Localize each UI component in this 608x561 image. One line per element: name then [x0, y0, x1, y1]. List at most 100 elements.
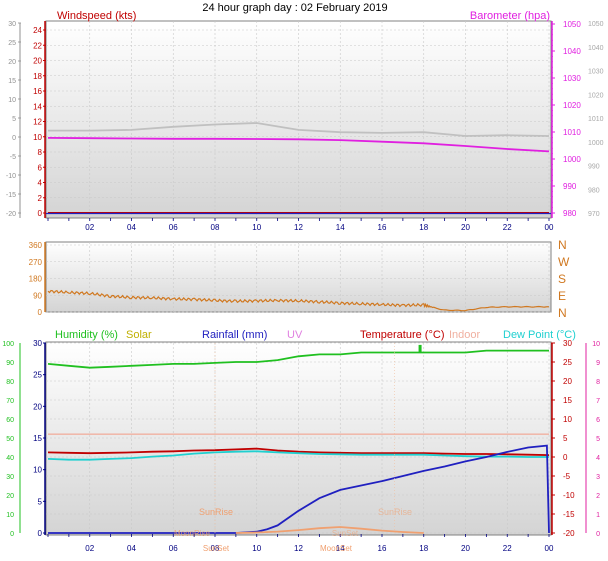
windspeed-tick-label: 10	[33, 133, 42, 142]
barometer-tick-label: 1040	[563, 47, 581, 56]
humidity-tick-label: 0	[10, 531, 14, 538]
humidity-tick-label: 60	[6, 417, 14, 424]
outer-left-tick-label: 0	[12, 135, 16, 142]
humidity-tick-label: 90	[6, 360, 14, 367]
windspeed-tick-label: 8	[38, 148, 43, 157]
windspeed-tick-label: 4	[38, 179, 43, 188]
x-tick-label: 14	[336, 223, 345, 232]
legend-header: Humidity (%)	[55, 329, 118, 341]
windspeed-tick-label: 20	[33, 57, 42, 66]
temperature-tick-label: 0	[563, 453, 568, 462]
x-tick-label: 08	[211, 223, 220, 232]
x-tick-label: 16	[378, 223, 387, 232]
humidity-tick-label: 80	[6, 379, 14, 386]
outer-left-tick-label: 15	[8, 78, 16, 85]
x-tick-label: 06	[169, 223, 178, 232]
compass-tick-label: S	[558, 272, 566, 286]
panel-wind-baro: 024681012141618202224-20-15-10-505101520…	[6, 10, 604, 232]
windspeed-axis-label: Windspeed (kts)	[57, 10, 136, 22]
rainfall-tick-label: 30	[33, 339, 42, 348]
uv-tick-label: 4	[596, 455, 600, 462]
windspeed-tick-label: 24	[33, 26, 42, 35]
barometer-tick-label: 1020	[563, 101, 581, 110]
compass-tick-label: W	[558, 255, 570, 269]
sun-moon-annotation: SunRise	[199, 507, 233, 517]
temperature-tick-label: -15	[563, 510, 575, 519]
x-tick-label: 12	[294, 544, 303, 553]
uv-tick-label: 5	[596, 436, 600, 443]
panel-temp-humidity-rain-grid	[46, 342, 551, 534]
humidity-tick-label: 40	[6, 455, 14, 462]
rainfall-tick-label: 15	[33, 434, 42, 443]
windspeed-tick-label: 2	[38, 194, 43, 203]
windspeed-tick-label: 22	[33, 41, 42, 50]
sun-moon-annotation: SunSet	[203, 544, 230, 553]
outer-right-tick-label: 1030	[588, 69, 604, 76]
uv-tick-label: 0	[596, 531, 600, 538]
uv-tick-label: 7	[596, 398, 600, 405]
barometer-tick-label: 990	[563, 182, 577, 191]
x-tick-label: 06	[169, 544, 178, 553]
panel-wind-direction-grid	[46, 242, 551, 313]
temperature-tick-label: -10	[563, 491, 575, 500]
outer-left-tick-label: -10	[6, 173, 16, 180]
outer-right-tick-label: 1020	[588, 92, 604, 99]
x-tick-label: 00	[545, 223, 554, 232]
panel-wind-direction-series	[47, 289, 550, 312]
panel-wind-baro-axes: 024681012141618202224-20-15-10-505101520…	[6, 20, 604, 232]
barometer-tick-label: 980	[563, 209, 577, 218]
x-tick-label: 18	[419, 223, 428, 232]
outer-left-tick-label: 20	[8, 59, 16, 66]
outer-right-tick-label: 990	[588, 164, 600, 171]
uv-tick-label: 8	[596, 379, 600, 386]
humidity-tick-label: 50	[6, 436, 14, 443]
compass-tick-label: N	[558, 306, 567, 320]
windspeed-tick-label: 0	[38, 209, 43, 218]
sun-moon-annotation: MoonRise	[174, 529, 211, 538]
temperature-tick-label: 25	[563, 358, 572, 367]
rainfall-tick-label: 20	[33, 402, 42, 411]
wind-direction-tick-label: 0	[38, 308, 43, 317]
x-tick-label: 04	[127, 223, 136, 232]
outer-left-tick-label: 30	[8, 21, 16, 28]
compass-tick-label: N	[558, 238, 567, 252]
barometer-tick-label: 1030	[563, 74, 581, 83]
legend-header: Temperature (°C)	[360, 329, 444, 341]
outer-right-tick-label: 1040	[588, 45, 604, 52]
series-line-humidity	[47, 349, 549, 369]
series-line-baro	[47, 137, 550, 153]
windspeed-tick-label: 18	[33, 72, 42, 81]
windspeed-tick-label: 14	[33, 102, 42, 111]
series-line-rain	[48, 444, 550, 534]
x-tick-label: 20	[461, 223, 470, 232]
x-tick-label: 10	[252, 544, 261, 553]
x-tick-label: 20	[461, 544, 470, 553]
rainfall-tick-label: 25	[33, 371, 42, 380]
legend-header: Rainfall (mm)	[202, 329, 267, 341]
outer-left-tick-label: -5	[10, 154, 16, 161]
x-tick-label: 16	[378, 544, 387, 553]
humidity-tick-label: 100	[2, 341, 14, 348]
outer-left-tick-label: -15	[6, 192, 16, 199]
uv-tick-label: 2	[596, 493, 600, 500]
wind-direction-tick-label: 90	[33, 291, 42, 300]
humidity-tick-label: 30	[6, 474, 14, 481]
panel-temp-humidity-rain: -20-15-10-505101520253001020304050607080…	[2, 329, 600, 553]
uv-tick-label: 10	[592, 341, 600, 348]
rainfall-tick-label: 10	[33, 466, 42, 475]
outer-right-tick-label: 1010	[588, 116, 604, 123]
windspeed-tick-label: 6	[38, 163, 43, 172]
x-tick-label: 04	[127, 544, 136, 553]
outer-left-tick-label: 25	[8, 40, 16, 47]
legend-header: UV	[287, 329, 303, 341]
wind-direction-tick-label: 360	[29, 241, 43, 250]
uv-tick-label: 3	[596, 474, 600, 481]
compass-tick-label: E	[558, 289, 566, 303]
x-tick-label: 22	[503, 544, 512, 553]
outer-right-tick-label: 980	[588, 187, 600, 194]
uv-tick-label: 1	[596, 512, 600, 519]
barometer-tick-label: 1000	[563, 155, 581, 164]
windspeed-tick-label: 16	[33, 87, 42, 96]
x-tick-label: 08	[211, 544, 220, 553]
